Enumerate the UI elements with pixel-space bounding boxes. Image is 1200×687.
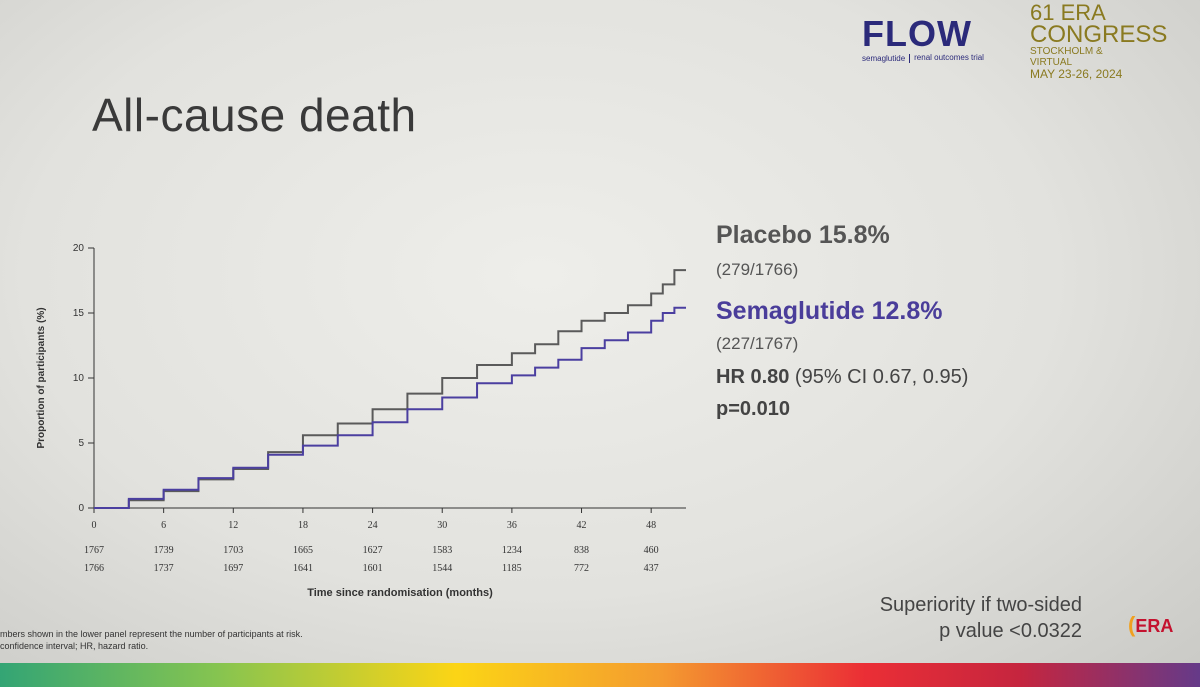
chart-axes bbox=[93, 248, 686, 509]
at-risk-semaglutide: 1665 bbox=[293, 545, 313, 556]
x-tick-label: 18 bbox=[298, 520, 308, 531]
at-risk-semaglutide: 1767 bbox=[84, 545, 104, 556]
x-tick-label: 30 bbox=[437, 520, 447, 531]
at-risk-semaglutide: 1627 bbox=[363, 545, 383, 556]
x-tick-label: 24 bbox=[368, 520, 378, 531]
series-lines bbox=[94, 269, 686, 509]
at-risk-placebo: 1185 bbox=[502, 563, 522, 574]
series-line-placebo bbox=[94, 269, 686, 509]
era-logo-line1: 61 ERA bbox=[1030, 0, 1106, 25]
hazard-ratio: HR 0.80 (95% CI 0.67, 0.95) bbox=[716, 366, 968, 389]
at-risk-placebo: 1737 bbox=[154, 563, 174, 574]
x-tick-label: 12 bbox=[228, 520, 238, 531]
era-logo-line3: STOCKHOLM & VIRTUAL bbox=[1030, 46, 1103, 68]
y-tick-label: 5 bbox=[78, 438, 84, 449]
y-axis-label: Proportion of participants (%) bbox=[36, 307, 47, 448]
superiority-line1: Superiority if two-sided bbox=[879, 594, 1082, 616]
hazard-ratio-value: HR 0.80 bbox=[716, 366, 790, 388]
era-logo-badge: (ERA bbox=[1128, 612, 1173, 638]
slide-title: All-cause death bbox=[92, 89, 417, 141]
x-axis-label: Time since randomisation (months) bbox=[307, 587, 493, 599]
at-risk-placebo: 1544 bbox=[432, 563, 452, 574]
placebo-legend-label: Placebo 15.8% bbox=[716, 221, 890, 249]
x-tick-label: 0 bbox=[92, 520, 97, 531]
at-risk-semaglutide: 1703 bbox=[223, 545, 243, 556]
x-tick-label: 36 bbox=[507, 520, 517, 531]
x-tick-label: 48 bbox=[646, 520, 656, 531]
series-line-semaglutide bbox=[94, 306, 686, 509]
y-tick-label: 10 bbox=[73, 373, 85, 384]
semaglutide-events: (227/1767) bbox=[716, 334, 799, 353]
at-risk-placebo: 1766 bbox=[84, 563, 104, 574]
at-risk-placebo: 772 bbox=[574, 563, 589, 574]
hazard-ratio-ci: (95% CI 0.67, 0.95) bbox=[789, 366, 969, 388]
y-tick-label: 15 bbox=[73, 308, 85, 319]
rainbow-bar bbox=[0, 663, 1200, 687]
at-risk-semaglutide: 1234 bbox=[502, 545, 522, 556]
era-badge-text: ERA bbox=[1135, 616, 1174, 636]
flow-logo-subtitle: semaglutide renal outcomes trial bbox=[862, 54, 992, 63]
flow-logo-word: FLOW bbox=[862, 13, 972, 54]
at-risk-table: 1767 1739 1703 1665 1627 1583 1234 838 460 1766 17… bbox=[84, 545, 659, 574]
at-risk-placebo: 1601 bbox=[363, 563, 383, 574]
footnote-line2: confidence interval; HR, hazard ratio. bbox=[0, 641, 149, 651]
footnote-line1: mbers shown in the lower panel represent… bbox=[0, 629, 303, 639]
x-tick-label: 42 bbox=[577, 520, 587, 531]
x-ticks: 0 6 12 18 24 30 36 42 48 bbox=[92, 508, 656, 531]
flow-logo-sub1: semaglutide bbox=[862, 54, 906, 63]
y-ticks: 0 5 10 15 20 bbox=[73, 243, 94, 514]
era-logo-line4: MAY 23-26, 2024 bbox=[1030, 67, 1123, 81]
at-risk-placebo: 1641 bbox=[293, 563, 313, 574]
flow-logo-sub2: renal outcomes trial bbox=[909, 54, 984, 63]
superiority-line2: p value <0.0322 bbox=[939, 620, 1082, 642]
p-value: p=0.010 bbox=[716, 398, 790, 420]
x-tick-label: 6 bbox=[161, 520, 166, 531]
at-risk-semaglutide: 1739 bbox=[154, 545, 174, 556]
era-ring-icon: ( bbox=[1128, 612, 1136, 637]
superiority-note: Superiority if two-sided p value <0.0322 bbox=[880, 592, 1082, 644]
y-tick-label: 20 bbox=[73, 243, 85, 254]
y-tick-label: 0 bbox=[78, 503, 84, 514]
at-risk-semaglutide: 838 bbox=[574, 545, 589, 556]
flow-logo: FLOW semaglutide renal outcomes trial bbox=[862, 16, 992, 63]
at-risk-placebo: 1697 bbox=[223, 563, 243, 574]
placebo-events: (279/1766) bbox=[716, 260, 799, 279]
at-risk-semaglutide: 460 bbox=[644, 545, 659, 556]
footnote: mbers shown in the lower panel represent… bbox=[0, 628, 303, 652]
at-risk-semaglutide: 1583 bbox=[432, 545, 452, 556]
at-risk-placebo: 437 bbox=[644, 563, 659, 574]
semaglutide-legend-label: Semaglutide 12.8% bbox=[716, 297, 943, 325]
